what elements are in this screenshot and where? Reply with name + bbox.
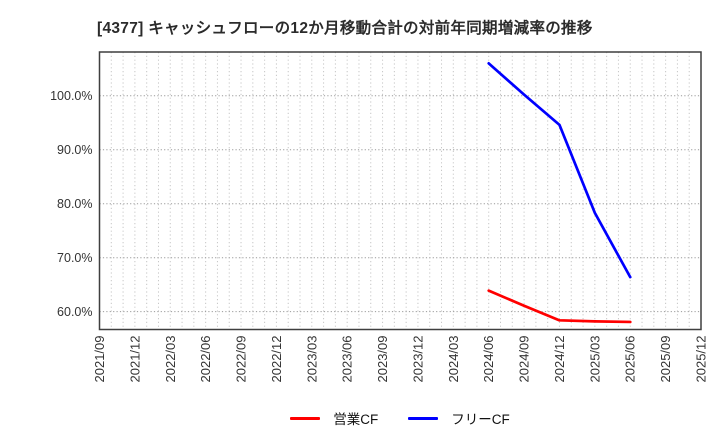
y-axis-tick-labels: 100.0% 90.0% 80.0% 70.0% 60.0%	[50, 89, 92, 319]
series-lines	[487, 61, 632, 324]
legend-item-free-cf: フリーCF	[408, 408, 510, 428]
x-tick-label: 2022/12	[269, 336, 284, 383]
line-chart-canvas: 100.0% 90.0% 80.0% 70.0% 60.0% 2021/09 2021/12…	[50, 51, 709, 383]
x-tick-label: 2023/03	[304, 336, 319, 383]
y-tick-label: 90.0%	[57, 143, 92, 157]
x-tick-label: 2024/09	[517, 336, 532, 383]
y-tick-label: 80.0%	[57, 197, 92, 211]
y-tick-label: 60.0%	[57, 305, 92, 319]
x-tick-label: 2022/09	[234, 336, 249, 383]
chart-title: [4377] キャッシュフローの12か月移動合計の対前年同期増減率の推移	[97, 20, 593, 37]
v-gridlines	[99, 52, 702, 330]
y-tick-label: 70.0%	[57, 251, 92, 265]
x-tick-label: 2025/12	[694, 336, 709, 383]
plot-border	[98, 51, 702, 331]
x-tick-label: 2025/09	[658, 336, 673, 383]
x-tick-label: 2021/09	[92, 336, 107, 383]
x-tick-label: 2023/09	[375, 336, 390, 383]
x-axis-tick-labels: 2021/09 2021/12 2022/03 2022/06 2022/09 2022/…	[92, 336, 709, 383]
legend-item-operating-cf: 営業CF	[290, 408, 378, 428]
y-tick-label: 100.0%	[50, 89, 92, 103]
legend-label-operating-cf: 営業CF	[333, 412, 379, 427]
x-tick-label: 2025/03	[587, 336, 602, 383]
x-tick-label: 2023/06	[340, 336, 355, 383]
x-tick-label: 2021/12	[127, 336, 142, 383]
legend-label-free-cf: フリーCF	[451, 412, 510, 427]
x-tick-label: 2023/12	[410, 336, 425, 383]
x-tick-label: 2024/12	[552, 336, 567, 383]
chart-legend: 営業CF フリーCF	[99, 406, 701, 430]
operating-cf-line-swatch-icon	[290, 416, 321, 420]
free-cf-line-swatch-icon	[408, 416, 439, 420]
x-tick-label: 2024/03	[446, 336, 461, 383]
x-tick-label: 2025/06	[623, 336, 638, 383]
x-tick-label: 2022/03	[163, 336, 178, 383]
x-tick-label: 2024/06	[481, 336, 496, 383]
series-line-free-cf	[487, 61, 632, 279]
h-gridlines	[99, 95, 701, 313]
x-tick-label: 2022/06	[198, 336, 213, 383]
series-line-operating-cf	[487, 289, 632, 324]
